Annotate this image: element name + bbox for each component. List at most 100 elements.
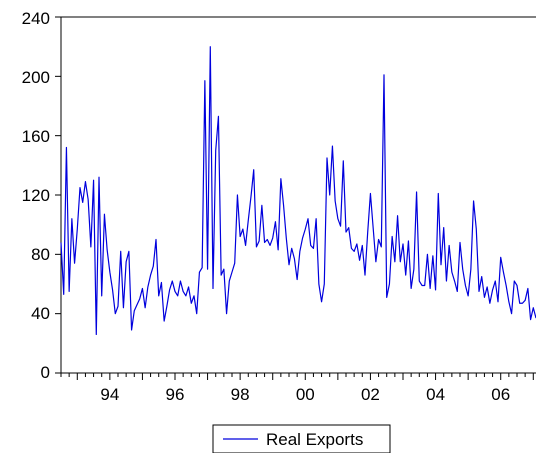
- data-point: [506, 285, 507, 286]
- data-point: [136, 304, 137, 305]
- data-point: [381, 246, 382, 247]
- data-point: [101, 295, 102, 296]
- data-point: [459, 242, 460, 243]
- data-point: [356, 243, 357, 244]
- data-point: [278, 249, 279, 250]
- data-point: [519, 303, 520, 304]
- data-point: [120, 251, 121, 252]
- data-point: [430, 288, 431, 289]
- data-point: [226, 313, 227, 314]
- data-point: [329, 194, 330, 195]
- data-point: [128, 251, 129, 252]
- x-tick-label-04: 04: [426, 385, 445, 404]
- legend: Real Exports: [212, 424, 391, 453]
- data-point: [280, 178, 281, 179]
- data-point: [394, 261, 395, 262]
- data-point: [98, 177, 99, 178]
- data-point: [362, 245, 363, 246]
- data-point: [77, 229, 78, 230]
- data-point: [525, 300, 526, 301]
- y-tick-label-80: 80: [31, 245, 50, 264]
- data-point: [147, 286, 148, 287]
- data-point: [503, 272, 504, 273]
- data-point: [348, 227, 349, 228]
- data-point: [177, 295, 178, 296]
- data-point: [150, 275, 151, 276]
- data-point: [500, 257, 501, 258]
- data-point: [104, 214, 105, 215]
- data-point: [522, 303, 523, 304]
- data-point: [299, 251, 300, 252]
- data-point: [193, 295, 194, 296]
- data-point: [264, 242, 265, 243]
- data-point: [514, 280, 515, 281]
- data-point: [218, 116, 219, 117]
- data-point: [318, 283, 319, 284]
- data-point: [107, 249, 108, 250]
- data-point: [516, 285, 517, 286]
- data-point: [462, 269, 463, 270]
- data-point: [400, 261, 401, 262]
- data-point: [427, 254, 428, 255]
- data-point: [307, 218, 308, 219]
- x-tick-label-98: 98: [231, 385, 250, 404]
- data-point: [242, 229, 243, 230]
- data-point: [533, 307, 534, 308]
- data-point: [221, 275, 222, 276]
- data-point: [237, 194, 238, 195]
- data-point: [375, 261, 376, 262]
- data-point: [530, 319, 531, 320]
- data-point: [411, 288, 412, 289]
- x-axis-tick-labels: 94 96 98 00 02 04 06: [100, 385, 510, 404]
- data-point: [63, 294, 64, 295]
- data-point: [85, 181, 86, 182]
- data-point: [432, 255, 433, 256]
- data-point: [109, 272, 110, 273]
- data-point: [153, 266, 154, 267]
- data-point: [269, 245, 270, 246]
- data-point: [335, 200, 336, 201]
- data-point: [145, 307, 146, 308]
- data-point: [291, 248, 292, 249]
- data-point: [324, 283, 325, 284]
- data-point: [424, 285, 425, 286]
- data-point: [196, 313, 197, 314]
- y-tick-label-240: 240: [22, 9, 50, 28]
- data-point: [449, 245, 450, 246]
- data-point: [66, 147, 67, 148]
- data-point: [419, 280, 420, 281]
- data-point: [210, 46, 211, 47]
- data-point: [169, 289, 170, 290]
- data-point: [408, 240, 409, 241]
- data-point: [123, 307, 124, 308]
- data-point: [199, 272, 200, 273]
- data-point: [283, 205, 284, 206]
- data-point: [489, 303, 490, 304]
- data-point: [256, 246, 257, 247]
- y-tick-label-0: 0: [41, 363, 50, 382]
- data-point: [166, 306, 167, 307]
- data-point: [438, 193, 439, 194]
- y-tick-label-160: 160: [22, 127, 50, 146]
- data-point: [340, 226, 341, 227]
- data-point: [259, 240, 260, 241]
- data-point: [405, 275, 406, 276]
- x-tick-label-06: 06: [491, 385, 510, 404]
- data-point: [117, 306, 118, 307]
- data-point: [440, 264, 441, 265]
- data-point: [250, 196, 251, 197]
- data-point: [161, 282, 162, 283]
- data-point: [451, 272, 452, 273]
- data-point: [383, 74, 384, 75]
- data-point: [288, 264, 289, 265]
- data-point: [297, 279, 298, 280]
- data-point: [69, 291, 70, 292]
- data-point: [294, 258, 295, 259]
- data-point: [351, 248, 352, 249]
- data-point: [172, 280, 173, 281]
- data-point: [286, 237, 287, 238]
- data-point: [202, 267, 203, 268]
- data-point: [354, 251, 355, 252]
- data-point: [223, 269, 224, 270]
- data-point: [231, 272, 232, 273]
